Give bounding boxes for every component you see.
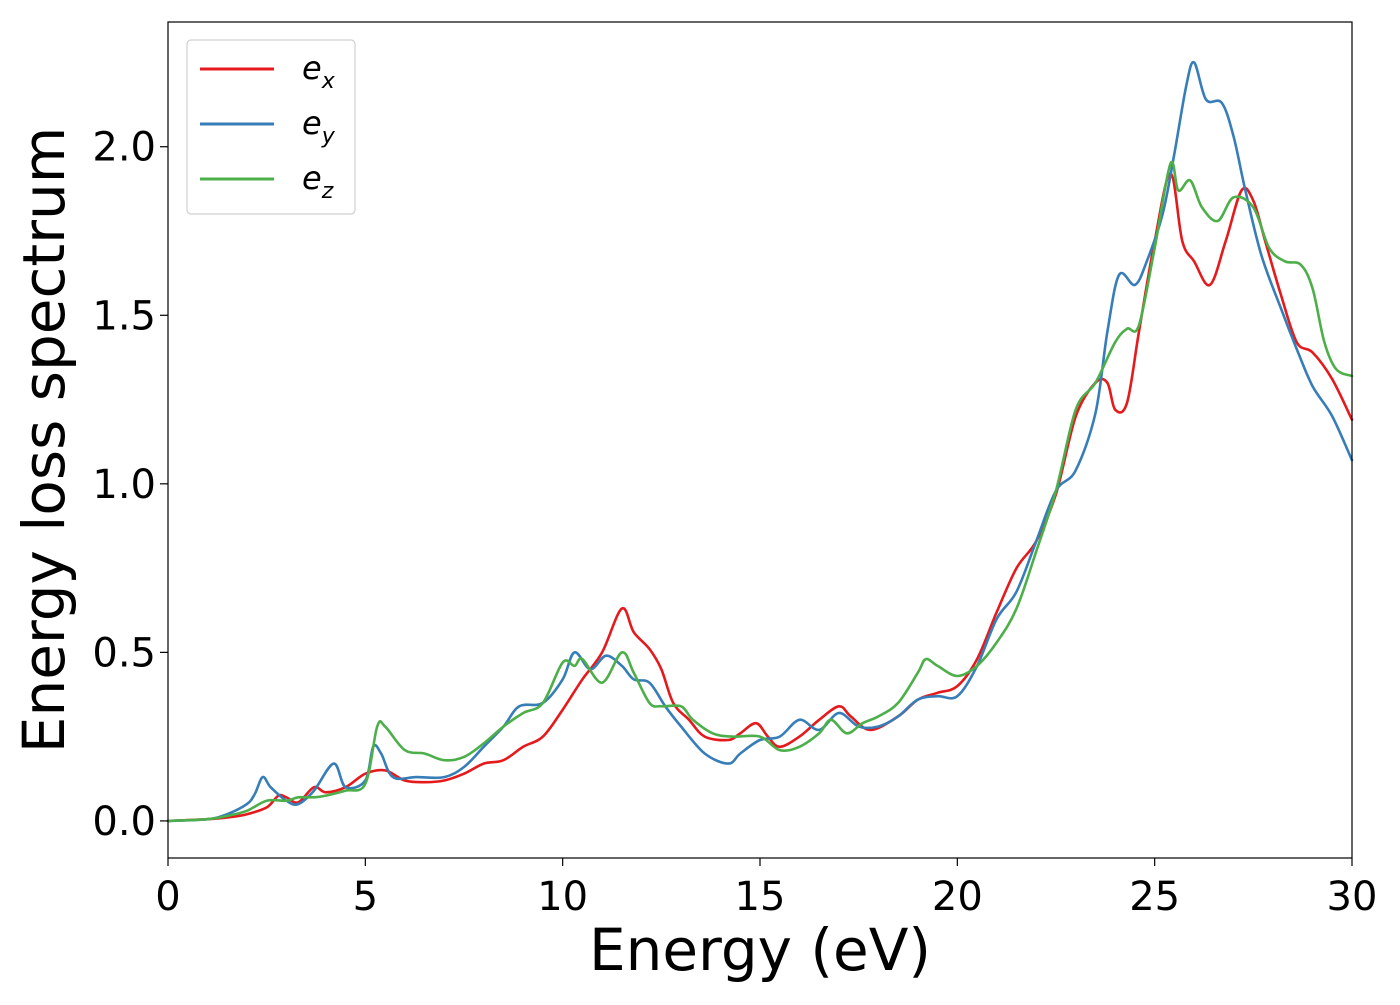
x-axis-ticks: 0 5 10 15 20 25 30 — [155, 858, 1377, 920]
legend-label-base: e — [302, 49, 322, 87]
x-tick-label: 20 — [932, 874, 983, 920]
legend-label: ez — [302, 159, 334, 204]
legend-label-base: e — [302, 159, 322, 197]
x-tick-label: 0 — [155, 874, 180, 920]
legend-label: ex — [302, 49, 336, 94]
y-tick-label: 2.0 — [92, 125, 156, 171]
x-tick-label: 10 — [537, 874, 588, 920]
y-axis-title: Energy loss spectrum — [10, 127, 78, 753]
y-axis-ticks: 0.0 0.5 1.0 1.5 2.0 — [92, 125, 168, 845]
legend-label-subscript: z — [321, 179, 334, 204]
x-axis-title: Energy (eV) — [589, 916, 931, 984]
legend-label-subscript: x — [321, 69, 336, 94]
x-tick-label: 5 — [353, 874, 378, 920]
plot-lines — [166, 60, 1354, 823]
x-tick-label: 30 — [1327, 874, 1378, 920]
series-line-e-z — [166, 160, 1354, 823]
legend-box — [186, 39, 356, 215]
legend-label: ey — [302, 104, 336, 149]
y-tick-label: 0.5 — [92, 630, 156, 676]
series-line-e-x — [166, 172, 1354, 823]
series-line-e-y — [166, 60, 1354, 823]
legend-label-base: e — [302, 104, 322, 142]
x-tick-label: 15 — [735, 874, 786, 920]
y-tick-label: 0.0 — [92, 799, 156, 845]
x-tick-label: 25 — [1129, 874, 1180, 920]
y-tick-label: 1.5 — [92, 293, 156, 339]
legend-label-subscript: y — [321, 124, 336, 149]
y-tick-label: 1.0 — [92, 462, 156, 508]
